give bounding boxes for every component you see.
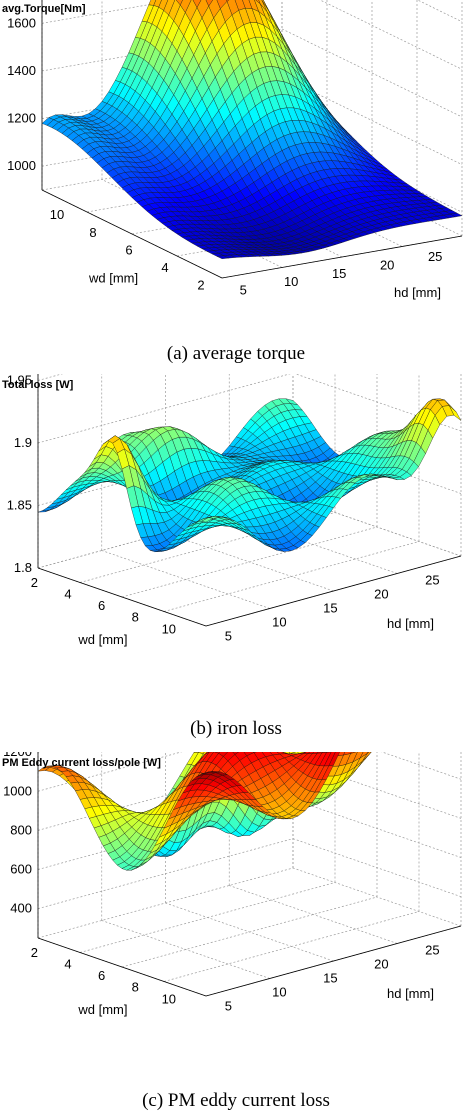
z-tick-label: 400 <box>10 901 32 916</box>
axis-labels: 400 600 800 1000 1200 5 10 15 20 25 2 4 6 8 10 hd [mm] w… <box>2 752 440 1017</box>
y-tick-label: 6 <box>98 968 105 983</box>
x-tick-label: 20 <box>380 257 394 272</box>
z-tick-label: 1.95 <box>7 374 32 388</box>
pm-eddy-current-loss-surface-plot: 400 600 800 1000 1200 5 10 15 20 25 2 4 6 8 10 hd [mm] w… <box>2 752 462 1017</box>
x-tick-label: 25 <box>425 942 439 957</box>
x-axis-label: hd [mm] <box>387 616 434 631</box>
surface-patch <box>343 752 352 756</box>
y-tick-label: 10 <box>162 621 176 636</box>
y-tick-label: 4 <box>64 587 71 602</box>
y-tick-label: 6 <box>98 598 105 613</box>
axis-labels: 1.8 1.85 1.9 1.95 5 10 15 20 25 2 4 6 8 10 hd [mm] wd [… <box>2 374 440 647</box>
x-tick-label: 10 <box>272 614 286 629</box>
x-tick-label: 5 <box>225 998 232 1013</box>
y-tick-label: 8 <box>132 610 139 625</box>
surface-mesh <box>37 398 462 552</box>
y-tick-label: 2 <box>197 278 204 293</box>
x-tick-label: 5 <box>240 283 247 298</box>
z-tick-label: 1000 <box>3 783 32 798</box>
z-tick-label: 800 <box>10 822 32 837</box>
chart-title: avg.Torque[Nm] <box>2 3 86 15</box>
axis-labels: 10001200140016001800510152025246810hd [m… <box>2 3 442 300</box>
z-tick-label: 1200 <box>3 752 32 759</box>
x-tick-label: 10 <box>284 274 298 289</box>
z-tick-label: 1400 <box>7 63 36 78</box>
x-tick-label: 15 <box>323 600 337 615</box>
caption-iron-loss: (b) iron loss <box>190 718 282 739</box>
x-tick-label: 5 <box>225 628 232 643</box>
y-tick-label: 2 <box>31 575 38 590</box>
z-tick-label: 1.8 <box>14 560 32 575</box>
z-tick-label: 1200 <box>7 111 36 126</box>
x-tick-label: 20 <box>374 956 388 971</box>
x-tick-label: 25 <box>425 572 439 587</box>
y-tick-label: 4 <box>64 957 71 972</box>
surface-patch <box>350 752 357 754</box>
z-tick-label: 1600 <box>7 15 36 30</box>
caption-pm-eddy-current-loss: (c) PM eddy current loss <box>142 1090 330 1111</box>
y-tick-label: 6 <box>125 242 132 257</box>
caption-average-torque: (a) average torque <box>166 343 306 364</box>
x-tick-label: 10 <box>272 984 286 999</box>
y-tick-label: 8 <box>132 980 139 995</box>
y-tick-label: 2 <box>31 945 38 960</box>
surface-patch <box>232 752 239 755</box>
y-axis-label: wd [mm] <box>88 270 138 285</box>
y-tick-label: 8 <box>89 225 96 240</box>
axes-grid <box>37 752 462 997</box>
surface-mesh <box>37 752 372 871</box>
iron-loss-surface-plot: 1.8 1.85 1.9 1.95 5 10 15 20 25 2 4 6 8 10 hd [mm] wd [… <box>2 374 462 647</box>
average-torque-surface-plot: 10001200140016001800510152025246810hd [m… <box>2 0 463 300</box>
x-tick-label: 15 <box>332 266 346 281</box>
x-tick-label: 25 <box>428 249 442 264</box>
surface-patch <box>200 517 214 523</box>
chart-title: PM Eddy current loss/pole [W] <box>2 757 161 769</box>
surface-mesh <box>41 0 463 259</box>
surface-patch <box>367 752 370 754</box>
y-tick-label: 10 <box>162 991 176 1006</box>
z-tick-label: 600 <box>10 862 32 877</box>
x-tick-label: 20 <box>374 586 388 601</box>
z-tick-label: 1.9 <box>14 435 32 450</box>
y-tick-label: 4 <box>161 260 168 275</box>
x-axis-label: hd [mm] <box>387 986 434 1001</box>
x-tick-label: 15 <box>323 970 337 985</box>
surface-patch <box>205 0 214 7</box>
surface-patch <box>369 752 372 755</box>
x-axis-label: hd [mm] <box>394 285 441 300</box>
surface-patch <box>216 255 230 259</box>
z-tick-label: 1000 <box>7 158 36 173</box>
chart-title: Total loss [W] <box>2 379 74 391</box>
z-tick-label: 1.85 <box>7 498 32 513</box>
y-axis-label: wd [mm] <box>77 1002 127 1017</box>
y-tick-label: 10 <box>50 207 64 222</box>
surface-patch <box>201 771 214 775</box>
y-axis-label: wd [mm] <box>77 632 127 647</box>
